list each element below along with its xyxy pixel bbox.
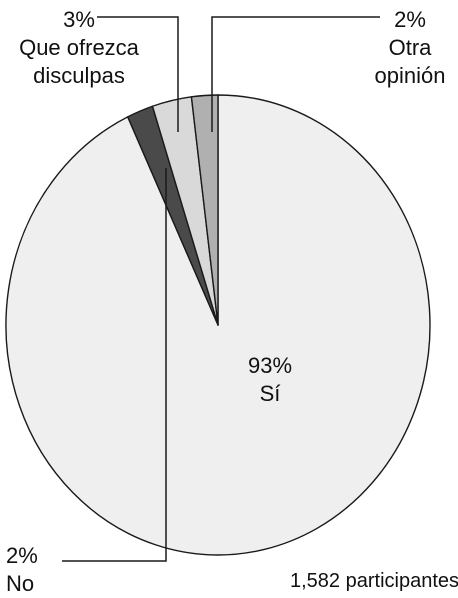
leader-line-otra bbox=[211, 16, 380, 132]
leader-line-no bbox=[62, 168, 167, 562]
slice-name-no: No bbox=[6, 571, 35, 596]
slice-name-otra-line1: Otra bbox=[388, 35, 432, 60]
leader-lines bbox=[62, 16, 380, 562]
slice-value-disculpas: 3% bbox=[63, 7, 95, 32]
slice-name-otra-line2: opinión bbox=[374, 63, 446, 88]
slice-value-si: 93% bbox=[247, 353, 293, 378]
participants-footnote: 1,582 participantes bbox=[290, 570, 458, 592]
slice-value-otra: 2% bbox=[394, 7, 426, 32]
slice-label-disculpas: 3% Que ofrezca disculpas bbox=[4, 6, 154, 90]
slice-label-si: 93% Sí bbox=[200, 352, 340, 408]
slice-label-no: 2% No bbox=[6, 542, 66, 598]
pie-slices bbox=[5, 94, 431, 556]
slice-name-disculpas-line1: Que ofrezca bbox=[19, 35, 139, 60]
slice-name-disculpas-line2: disculpas bbox=[33, 63, 125, 88]
pie-slice-otra bbox=[190, 94, 219, 326]
slice-label-otra: 2% Otra opinión bbox=[365, 6, 455, 90]
leader-line-disculpas bbox=[97, 16, 179, 132]
slice-name-si: Sí bbox=[259, 381, 281, 406]
slice-value-no: 2% bbox=[6, 543, 38, 568]
